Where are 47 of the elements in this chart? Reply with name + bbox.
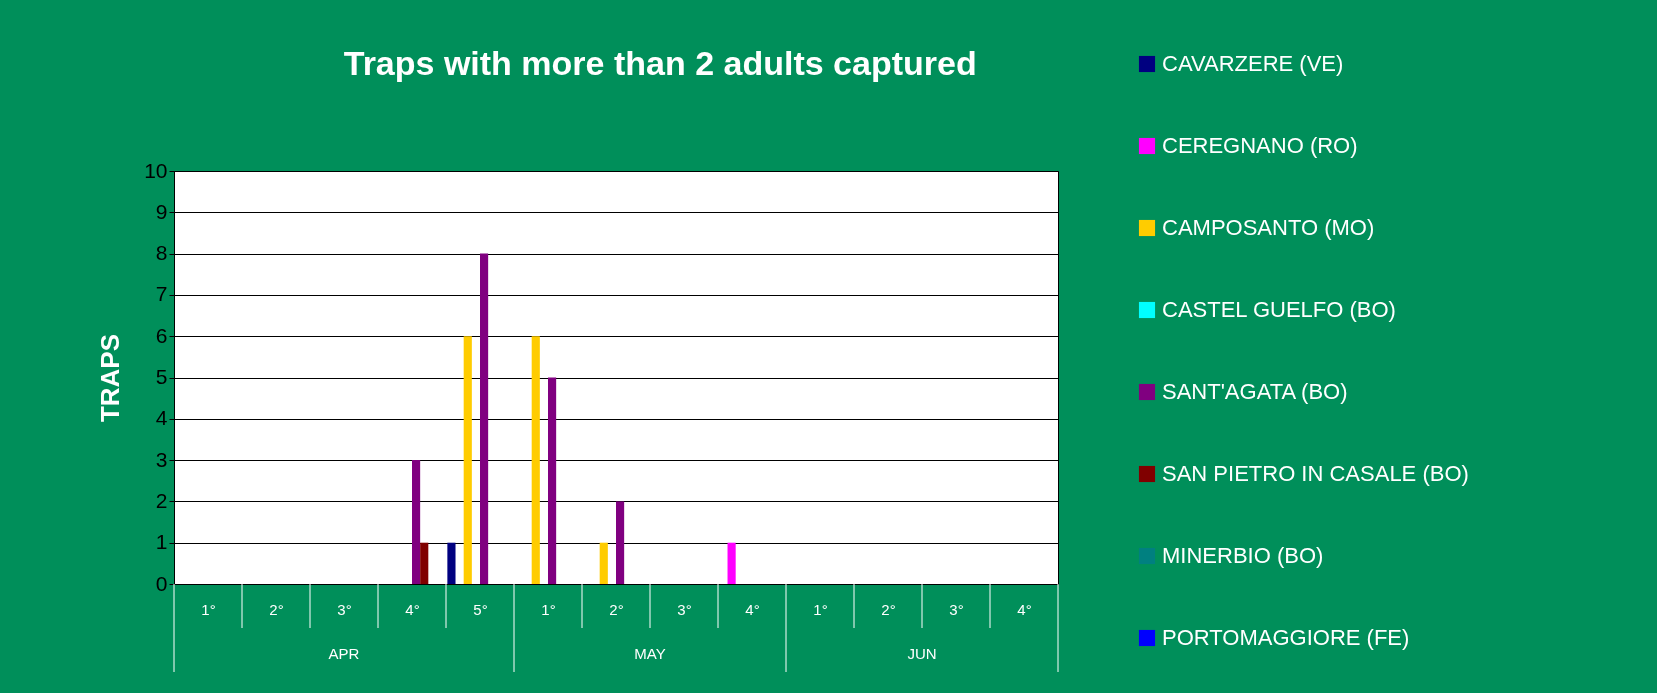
text: APR <box>328 645 360 662</box>
bar <box>463 336 472 584</box>
x-tick-label: 2° <box>881 600 896 618</box>
chart-title: Traps with more than 2 adults captured <box>343 44 977 82</box>
y-tick-label: 10 <box>144 158 168 182</box>
x-tick-label: 4° <box>1017 600 1032 618</box>
legend-label: PORTOMAGGIORE (FE) <box>1162 625 1410 650</box>
y-axis-title: TRAPS <box>95 333 126 423</box>
x-tick-label: 2° <box>609 600 624 618</box>
text: MAY <box>634 645 666 662</box>
bar <box>412 460 421 584</box>
legend-label: MINERBIO (BO) <box>1162 543 1324 568</box>
x-tick-label: 1° <box>541 600 556 618</box>
y-tick-label: 5 <box>155 365 168 388</box>
y-tick-label: 7 <box>155 282 168 306</box>
legend-label: SAN PIETRO IN CASALE (BO) <box>1162 461 1469 486</box>
x-tick-label: 1° <box>813 600 828 618</box>
bar <box>420 542 429 584</box>
bar <box>727 542 736 584</box>
y-tick-label: 3 <box>155 447 168 471</box>
bar <box>447 542 456 584</box>
bar <box>531 336 540 584</box>
y-tick-label: 0 <box>155 571 168 595</box>
x-tick-label: 3° <box>677 600 692 618</box>
bar <box>480 253 489 584</box>
text: JUN <box>907 645 937 662</box>
y-tick-label: 4 <box>155 406 168 430</box>
x-tick-label: 4° <box>745 600 760 618</box>
x-tick-label: 1° <box>201 600 216 618</box>
y-tick-label: 6 <box>155 323 168 347</box>
x-tick-label: 5° <box>473 600 488 618</box>
legend-label: CEREGNANO (RO) <box>1162 133 1358 158</box>
y-tick-label: 1 <box>155 530 168 554</box>
y-tick-label: 8 <box>155 241 168 265</box>
legend-label: CASTEL GUELFO (BO) <box>1162 297 1396 322</box>
legend-label: CAMPOSANTO (MO) <box>1162 215 1375 240</box>
legend-label: CAVARZERE (VE) <box>1162 51 1344 76</box>
bar <box>616 501 625 584</box>
x-tick-label: 3° <box>337 600 352 618</box>
bar <box>599 542 608 584</box>
y-tick-label: 2 <box>155 488 168 512</box>
y-tick-label: 9 <box>155 199 168 223</box>
legend-label: SANT'AGATA (BO) <box>1162 379 1348 404</box>
x-tick-label: 4° <box>405 600 420 618</box>
x-tick-label: 2° <box>269 600 284 618</box>
bar <box>548 377 557 584</box>
x-tick-label: 3° <box>949 600 964 618</box>
